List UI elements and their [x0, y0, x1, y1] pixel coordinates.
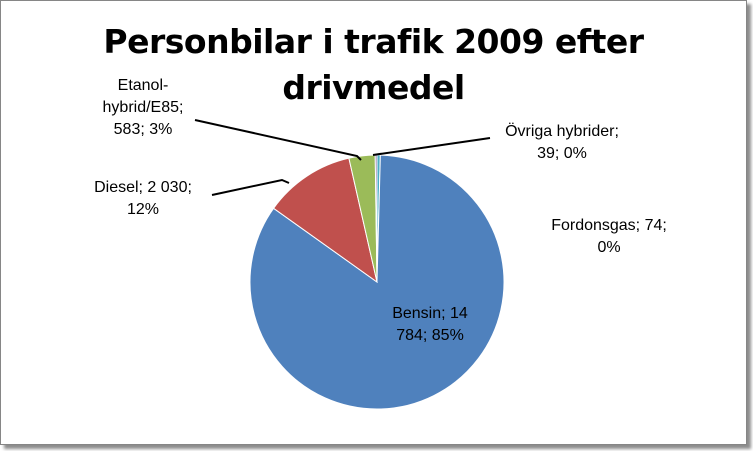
- data-label-line: hybrid/E85;: [103, 99, 184, 116]
- data-label-etanol-hybrid-e85: Etanol-hybrid/E85; 583; 3%: [103, 77, 184, 138]
- data-label-line: 583; 3%: [114, 121, 173, 138]
- data-label-line: Etanol-: [118, 77, 169, 94]
- data-label-ovriga-hybrider: Övriga hybrider; 39; 0%: [505, 122, 619, 162]
- data-label-line: 784; 85%: [396, 327, 464, 344]
- data-label-line: Övriga hybrider;: [505, 122, 619, 140]
- chart-title-line-2: drivmedel: [282, 68, 465, 107]
- leader-line-etanol-hybrid-e85: [194, 119, 362, 161]
- leader-line-ovriga-hybrider: [372, 137, 491, 156]
- data-label-diesel: Diesel; 2 030; 12%: [94, 179, 192, 218]
- data-label-line: Fordonsgas; 74;: [551, 217, 667, 234]
- chart-title-line-1: Personbilar i trafik 2009 efter: [103, 22, 644, 61]
- chart-title: Personbilar i trafik 2009 efter drivmede…: [1, 19, 746, 111]
- data-label-line: 0%: [597, 239, 620, 256]
- data-label-line: Diesel; 2 030;: [94, 179, 192, 196]
- data-label-line: 12%: [127, 201, 159, 218]
- pie-labels: Bensin; 14 784; 85% Diesel; 2 030; 12% Etano…: [94, 77, 667, 344]
- data-label-line: 39; 0%: [537, 145, 587, 162]
- data-label-fordonsgas: Fordonsgas; 74; 0%: [551, 217, 667, 256]
- data-label-line: Bensin; 14: [392, 305, 468, 322]
- data-label-bensin: Bensin; 14 784; 85%: [392, 305, 468, 344]
- pie-slices: [249, 154, 505, 410]
- pie-slice-diesel: [272, 157, 378, 284]
- leader-line-diesel: [211, 178, 290, 196]
